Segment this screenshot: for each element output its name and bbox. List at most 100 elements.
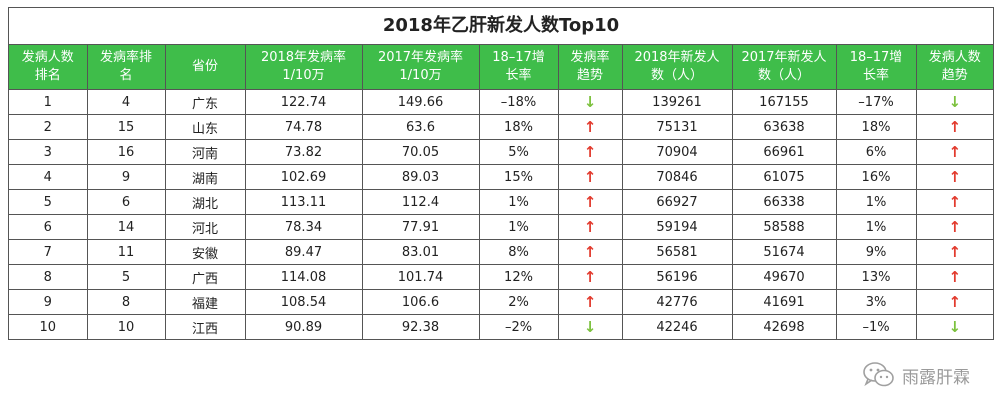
column-header-line: 2018年新发人 [634,50,720,65]
cell-new-2018: 42246 [621,314,733,339]
cell-new-growth: –17% [835,89,917,115]
arrow-up-icon: ↑ [948,193,962,211]
cell-rate-trend: ↓ [557,314,623,339]
cell-rate-2018: 113.11 [244,189,363,215]
cell-rate-growth: 1% [478,214,559,240]
column-header-line: 名 [119,68,133,83]
cell-province: 广东 [164,89,246,115]
cell-rate-2018: 122.74 [244,89,363,115]
cell-rate-2018: 73.82 [244,139,363,165]
cell-rank: 7 [9,239,88,265]
cell-new-trend: ↑ [915,239,993,265]
column-header-line: 2017年新发人 [741,50,827,65]
table-title: 2018年乙肝新发人数Top10 [9,8,993,45]
cell-rate-rank: 16 [86,139,166,165]
cell-rate-2018: 74.78 [244,114,363,140]
arrow-up-icon: ↑ [948,118,962,136]
cell-rate-2017: 89.03 [361,164,480,190]
column-header: 18–17增 长率 [478,45,559,90]
cell-new-2017: 66338 [731,189,837,215]
arrow-up-icon: ↑ [948,268,962,286]
cell-new-growth: 18% [835,114,917,140]
arrow-up-icon: ↑ [583,293,597,311]
cell-rate-2018: 90.89 [244,314,363,339]
cell-province: 福建 [164,289,246,315]
cell-rate-growth: 1% [478,189,559,215]
cell-rate-2017: 63.6 [361,114,480,140]
arrow-down-icon: ↓ [583,318,597,336]
cell-rate-2017: 70.05 [361,139,480,165]
table-row: 10 10 江西 90.89 92.38 –2% ↓ 42246 42698 –1% ↓ [9,314,993,339]
cell-rate-trend: ↑ [557,289,623,315]
column-header-line: 1/10万 [399,68,442,83]
cell-rate-trend: ↑ [557,189,623,215]
cell-rank: 10 [9,314,88,339]
arrow-up-icon: ↑ [948,143,962,161]
cell-new-2018: 70846 [621,164,733,190]
column-header: 发病率排名 [86,45,166,90]
column-header-line: 1/10万 [282,68,325,83]
arrow-up-icon: ↑ [583,143,597,161]
cell-new-trend: ↑ [915,189,993,215]
cell-new-2017: 61075 [731,164,837,190]
cell-new-growth: 13% [835,264,917,290]
cell-rate-growth: 2% [478,289,559,315]
cell-new-trend: ↑ [915,164,993,190]
cell-rate-2018: 108.54 [244,289,363,315]
cell-rank: 2 [9,114,88,140]
arrow-down-icon: ↓ [583,93,597,111]
column-header-line: 排名 [34,68,61,83]
cell-province: 广西 [164,264,246,290]
cell-rate-rank: 10 [86,314,166,339]
cell-rank: 6 [9,214,88,240]
table-row: 3 16 河南 73.82 70.05 5% ↑ 70904 66961 6% ↑ [9,139,993,165]
column-header: 发病率 趋势 [557,45,623,90]
arrow-up-icon: ↑ [583,218,597,236]
cell-rate-growth: 5% [478,139,559,165]
table-row: 5 6 湖北 113.11 112.4 1% ↑ 66927 66338 1% ↑ [9,189,993,215]
cell-rate-2018: 78.34 [244,214,363,240]
arrow-up-icon: ↑ [583,243,597,261]
wechat-logo-icon [862,360,896,390]
column-header: 发病人数 趋势 [915,45,993,90]
table-row: 7 11 安徽 89.47 83.01 8% ↑ 56581 51674 9% ↑ [9,239,993,265]
cell-new-trend: ↓ [915,89,993,115]
cell-new-trend: ↑ [915,289,993,315]
cell-rate-trend: ↑ [557,164,623,190]
arrow-up-icon: ↑ [948,293,962,311]
cell-new-2017: 41691 [731,289,837,315]
cell-province: 安徽 [164,239,246,265]
column-header: 2017年发病率 1/10万 [361,45,480,90]
arrow-up-icon: ↑ [948,168,962,186]
table-row: 6 14 河北 78.34 77.91 1% ↑ 59194 58588 1% ↑ [9,214,993,240]
cell-new-2017: 42698 [731,314,837,339]
cell-rate-trend: ↓ [557,89,623,115]
cell-rank: 5 [9,189,88,215]
column-header-line: 长率 [862,68,889,83]
cell-rate-growth: –2% [478,314,559,339]
column-header-line: 数（人） [650,68,703,83]
arrow-up-icon: ↑ [948,243,962,261]
arrow-down-icon: ↓ [948,93,962,111]
cell-rate-rank: 5 [86,264,166,290]
cell-rate-growth: 15% [478,164,559,190]
column-header-line: 发病率 [570,50,610,65]
cell-new-2017: 66961 [731,139,837,165]
cell-rate-2017: 112.4 [361,189,480,215]
cell-new-2018: 56196 [621,264,733,290]
column-header-line: 发病人数 [21,50,74,65]
cell-rank: 4 [9,164,88,190]
table-row: 9 8 福建 108.54 106.6 2% ↑ 42776 41691 3% ↑ [9,289,993,315]
cell-rate-trend: ↑ [557,239,623,265]
cell-rate-2017: 77.91 [361,214,480,240]
cell-rate-2017: 92.38 [361,314,480,339]
cell-new-2018: 66927 [621,189,733,215]
watermark-text: 雨露肝霖 [902,367,970,388]
cell-new-trend: ↑ [915,264,993,290]
column-header-line: 趋势 [941,68,968,83]
cell-new-trend: ↓ [915,314,993,339]
column-header-line: 18–17增 [849,50,903,65]
column-header: 省份 [164,45,246,90]
cell-rate-trend: ↑ [557,264,623,290]
cell-new-2018: 56581 [621,239,733,265]
